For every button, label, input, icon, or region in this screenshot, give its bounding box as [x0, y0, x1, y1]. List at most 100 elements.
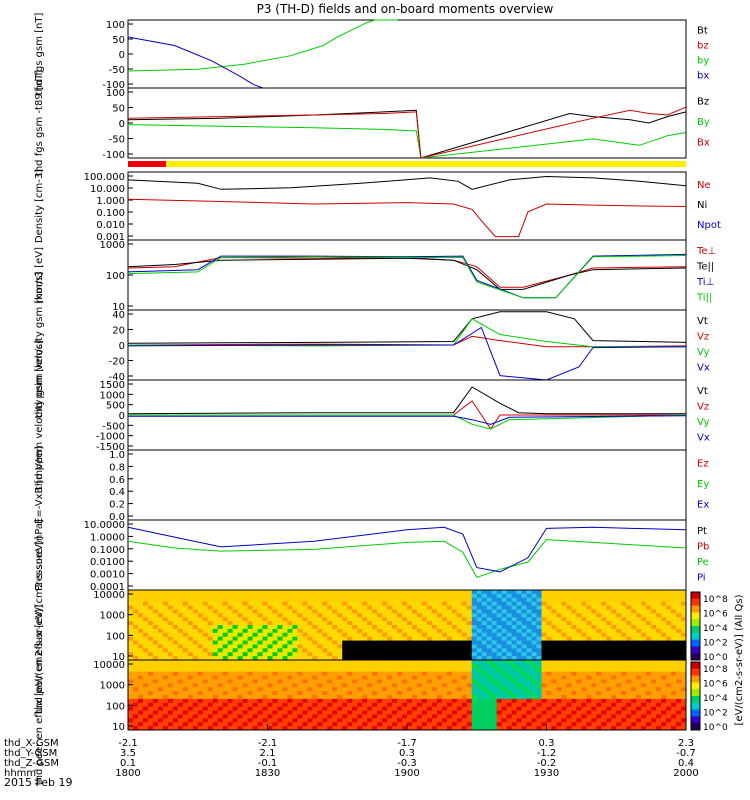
spectrogram-cell [561, 687, 567, 692]
spectrogram-cell [676, 675, 682, 680]
colorbar-tick-label: 10^6 [703, 680, 728, 690]
spectrogram-cell [461, 679, 468, 684]
spectrogram-cell [377, 691, 383, 696]
spectrogram-cell [651, 613, 657, 618]
spectrogram-cell [506, 621, 513, 626]
spectrogram-cell [411, 636, 418, 642]
spectrogram-cell [521, 625, 528, 630]
spectrogram-cell [541, 601, 547, 607]
spectrogram-cell [516, 656, 523, 661]
spectrogram-cell [436, 590, 443, 595]
spectrogram-cell [177, 609, 184, 614]
spectrogram-cell [536, 675, 543, 680]
spectrogram-cell [227, 652, 234, 657]
spectrogram-cell [616, 667, 622, 673]
spectrogram-cell [257, 621, 264, 626]
spectrogram-cell [387, 621, 393, 626]
spectrogram-cell [217, 726, 224, 731]
spectrogram-cell [372, 695, 378, 700]
spectrogram-cell [262, 640, 268, 645]
spectrogram-cell [466, 605, 473, 610]
spectrogram-cell [596, 621, 602, 626]
spectrogram-cell [167, 679, 174, 684]
spectrogram-cell [546, 710, 552, 715]
spectrogram-cell [431, 644, 438, 649]
spectrogram-cell [631, 621, 637, 626]
spectrogram-cell [407, 687, 413, 692]
spectrogram-cell [402, 710, 408, 715]
spectrogram-cell [407, 726, 413, 731]
spectrogram-cell [407, 683, 413, 688]
spectrogram-cell [197, 632, 204, 638]
spectrogram-cell [426, 702, 433, 708]
spectrogram-cell [586, 687, 592, 692]
spectrogram-cell [436, 667, 443, 673]
spectrogram-cell [471, 663, 478, 669]
spectrogram-cell [277, 621, 283, 626]
spectrogram-cell [446, 613, 453, 618]
spectrogram-cell [551, 605, 557, 610]
spectrogram-cell [421, 605, 428, 610]
spectrogram-cell [232, 628, 239, 634]
orbit-value: 3.5 [120, 748, 136, 759]
spectrogram-cell [337, 667, 343, 673]
spectrogram-cell [272, 660, 278, 665]
spectrogram-cell [576, 710, 582, 715]
spectrogram-cell [217, 617, 224, 622]
spectrogram-cell [426, 597, 433, 603]
spectrogram-cell [431, 597, 438, 603]
spectrogram-cell [471, 609, 478, 614]
spectrogram-cell [172, 640, 179, 645]
spectrogram-cell [491, 605, 498, 610]
spectrogram-cell [272, 656, 278, 661]
spectrogram-cell [152, 671, 159, 677]
spectrogram-cell [167, 726, 174, 731]
spectrogram-cell [347, 663, 353, 669]
legend-entry: Te|| [696, 261, 714, 272]
spectrogram-cell [646, 710, 652, 715]
spectrogram-cell [656, 609, 662, 614]
spectrogram-cell [297, 679, 303, 684]
spectrogram-cell [491, 667, 498, 673]
spectrogram-cell [307, 648, 313, 653]
spectrogram-cell [496, 691, 503, 696]
spectrogram-cell [576, 636, 582, 642]
spectrogram-cell [641, 605, 647, 610]
spectrogram-cell [606, 628, 612, 634]
spectrogram-cell [676, 679, 682, 684]
spectrogram-cell [671, 683, 677, 688]
spectrogram-cell [451, 648, 458, 653]
spectrogram-cell [601, 640, 607, 645]
spectrogram-cell [212, 636, 219, 642]
spectrogram-cell [128, 625, 134, 630]
spectrogram-cell [421, 613, 428, 618]
spectrogram-cell [192, 691, 199, 696]
spectrogram-cell [461, 648, 468, 653]
spectrogram-cell [566, 702, 572, 708]
spectrogram-cell [307, 597, 313, 603]
spectrogram-cell [397, 648, 403, 653]
spectrogram-cell [586, 726, 592, 731]
spectrogram-cell [606, 621, 612, 626]
spectrogram-cell [621, 648, 627, 653]
spectrogram-cell [207, 644, 214, 649]
spectrogram-cell [661, 656, 667, 661]
spectrogram-cell [491, 652, 498, 657]
spectrogram-cell [377, 656, 383, 661]
spectrogram-cell [471, 636, 478, 642]
spectrogram-cell [372, 691, 378, 696]
spectrogram-cell [446, 722, 453, 727]
spectrogram-cell [636, 605, 642, 610]
spectrogram-cell [167, 593, 174, 599]
spectrogram-cell [332, 671, 338, 677]
spectrogram-cell [377, 675, 383, 680]
spectrogram-cell [357, 667, 363, 673]
spectrogram-cell [352, 718, 358, 723]
orbit-value: 0.3 [399, 748, 415, 759]
spectrogram-cell [177, 590, 184, 595]
spectrogram-cell [277, 663, 283, 669]
spectrogram-cell [506, 590, 513, 595]
spectrogram-cell [307, 609, 313, 614]
spectrogram-cell [232, 683, 239, 688]
spectrogram-cell [237, 648, 244, 653]
